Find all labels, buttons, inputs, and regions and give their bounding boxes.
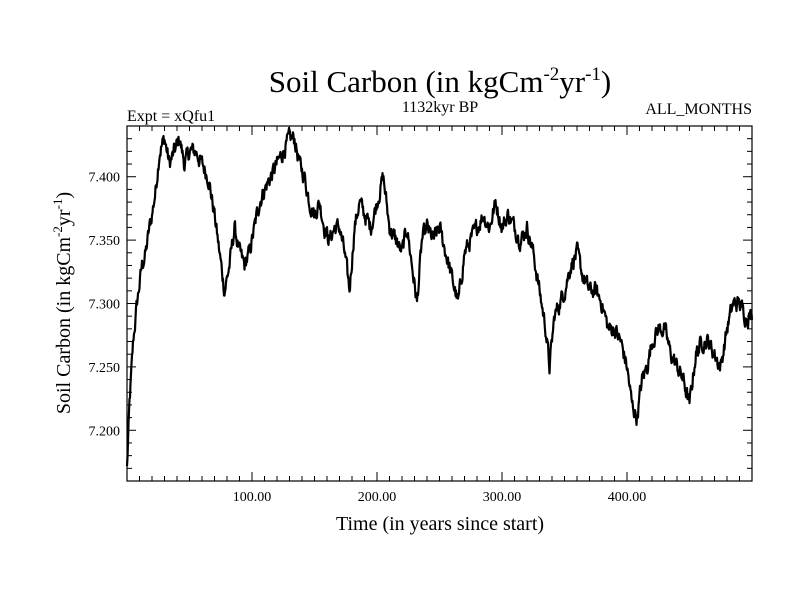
y-tick-label: 7.300 — [89, 298, 121, 313]
y-tick-label: 7.200 — [89, 424, 121, 439]
y-axis-label-main: Soil Carbon (in kgCm — [53, 236, 75, 414]
x-tick-label: 200.00 — [358, 490, 397, 505]
chart-title-sup1: -2 — [543, 64, 559, 85]
x-tick-label: 400.00 — [608, 490, 647, 505]
x-tick-label: 300.00 — [483, 490, 522, 505]
soil-carbon-series-line — [125, 126, 754, 467]
tick-labels-group: 100.00 200.00 300.00 400.00 7.200 7.250 7.300 7… — [89, 171, 647, 505]
chart-title-sup2: -1 — [585, 64, 601, 85]
chart-title-end: ) — [601, 64, 611, 99]
y-tick-label: 7.350 — [89, 234, 121, 249]
y-axis-label-sup1: -2 — [50, 226, 65, 237]
y-axis-label-end: ) — [53, 192, 75, 199]
plot-frame — [126, 125, 753, 482]
y-axis-label-sup2: -1 — [50, 199, 65, 210]
ticks-group — [127, 126, 752, 481]
y-tick-label: 7.400 — [89, 171, 121, 186]
y-axis-label: Soil Carbon (in kgCm-2yr-1) — [50, 192, 75, 414]
chart-title-main: Soil Carbon (in kgCm — [269, 64, 544, 99]
y-axis-label-mid: yr — [53, 209, 75, 226]
subtitle-left: Expt = xQfu1 — [127, 108, 215, 125]
subtitle-right: ALL_MONTHS — [645, 101, 752, 118]
subtitle-center: 1132kyr BP — [402, 99, 478, 116]
x-tick-label: 100.00 — [233, 490, 272, 505]
chart-title-mid: yr — [559, 64, 586, 99]
chart-title: Soil Carbon (in kgCm-2yr-1) — [269, 64, 612, 99]
x-axis-label: Time (in years since start) — [336, 513, 544, 535]
y-tick-label: 7.250 — [89, 361, 121, 376]
